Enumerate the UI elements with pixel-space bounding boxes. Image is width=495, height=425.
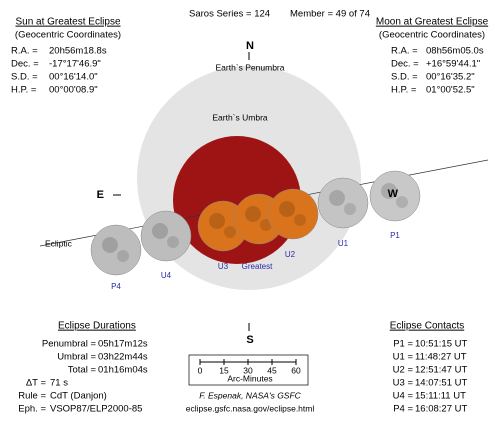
moon-subtitle: (Geocentric Coordinates): [379, 30, 485, 41]
row-label: S.D. =: [11, 72, 38, 83]
row-value: 14:07:51 UT: [415, 378, 467, 389]
row-label: H.P. =: [391, 85, 417, 96]
position-label: P4: [111, 282, 121, 291]
position-label: P1: [390, 231, 400, 240]
row-value: 05h17m12s: [98, 339, 148, 350]
position-label: U3: [218, 262, 229, 271]
moon-mare: [294, 214, 306, 226]
row-value: 11:48:27 UT: [415, 352, 467, 363]
row-label: Dec. =: [391, 59, 419, 70]
row-label: U1 =: [393, 352, 414, 363]
row-value: 15:11:11 UT: [415, 391, 466, 402]
row-label: Total =: [68, 365, 97, 376]
scale-tick-label: 60: [291, 365, 301, 375]
moon-mare: [152, 223, 168, 239]
row-value: 16:08:27 UT: [415, 404, 467, 415]
scale-box: [188, 354, 309, 386]
row-label: Rule =: [18, 391, 46, 402]
saros: Saros Series = 124: [189, 9, 270, 20]
row-value: VSOP87/ELP2000-85: [50, 404, 142, 415]
penumbra-label: Earth`s Penumbra: [216, 62, 285, 72]
scale-tick-label: 30: [243, 365, 253, 375]
row-value: CdT (Danjon): [50, 391, 107, 402]
row-value: 10:51:15 UT: [415, 339, 467, 350]
scale-tick-label: 0: [198, 365, 203, 375]
west: W: [388, 188, 399, 200]
row-value: 00°16'14.0": [49, 72, 98, 83]
sun-subtitle: (Geocentric Coordinates): [15, 30, 121, 41]
credit-author: F. Espenak, NASA's GSFC: [199, 390, 301, 400]
labels: Saros Series = 124 Member = 49 of 74 Sun…: [11, 9, 489, 415]
moon-mare: [102, 237, 118, 253]
row-label: U4 =: [393, 391, 414, 402]
moon-mare: [117, 250, 129, 262]
position-label: U1: [338, 239, 349, 248]
row-value: -17°17'46.9": [49, 59, 101, 70]
moon-mare: [344, 203, 356, 215]
row-label: Dec. =: [11, 59, 39, 70]
moon: [369, 170, 421, 222]
row-value: 01°00'52.5": [426, 85, 475, 96]
position-label: U4: [161, 271, 172, 280]
row-value: +16°59'44.1": [426, 59, 480, 70]
row-value: 20h56m18.8s: [49, 46, 107, 57]
moon-mare: [167, 236, 179, 248]
ecliptic-label: Ecliptic: [45, 238, 73, 248]
scale-tick-label: 15: [219, 365, 229, 375]
row-label: ΔT =: [26, 378, 47, 389]
moon: [90, 224, 142, 276]
moon-positions: [90, 170, 421, 276]
east: E: [97, 189, 104, 201]
moon-mare: [329, 190, 345, 206]
row-label: Eph. =: [18, 404, 46, 415]
moon: [140, 210, 192, 262]
row-label: P4 =: [393, 404, 413, 415]
scale-label: Arc-Minutes: [227, 373, 272, 383]
row-value: 08h56m05.0s: [426, 46, 484, 57]
position-label: Greatest: [242, 262, 273, 271]
member: Member = 49 of 74: [290, 9, 370, 20]
moon-mare: [381, 183, 397, 199]
row-value: 00°16'35.2": [426, 72, 475, 83]
moon-mare: [260, 219, 272, 231]
row-label: U2 =: [393, 365, 414, 376]
row-value: 71 s: [50, 378, 68, 389]
umbra-label: Earth`s Umbra: [212, 112, 268, 122]
sun-title: Sun at Greatest Eclipse: [15, 17, 120, 28]
row-label: H.P. =: [11, 85, 37, 96]
north: N: [246, 40, 254, 52]
row-value: 12:51:47 UT: [415, 365, 467, 376]
moon-mare: [279, 201, 295, 217]
moon-mare: [245, 206, 261, 222]
credit-url: eclipse.gsfc.nasa.gov/eclipse.html: [186, 403, 315, 413]
durations-title: Eclipse Durations: [58, 321, 136, 332]
moon: [317, 177, 369, 229]
row-label: S.D. =: [391, 72, 418, 83]
row-label: P1 =: [393, 339, 413, 350]
moon-mare: [209, 213, 225, 229]
contacts-title: Eclipse Contacts: [390, 321, 464, 332]
south: S: [246, 334, 253, 346]
row-label: U3 =: [393, 378, 414, 389]
scale-tick-label: 45: [267, 365, 277, 375]
row-value: 03h22m44s: [98, 352, 148, 363]
row-value: 01h16m04s: [98, 365, 148, 376]
moon: [267, 188, 319, 240]
moon-mare: [224, 226, 236, 238]
row-label: R.A. =: [391, 46, 418, 57]
position-label: U2: [285, 250, 296, 259]
moon-mare: [396, 196, 408, 208]
row-label: Umbral =: [57, 352, 96, 363]
moon-title: Moon at Greatest Eclipse: [376, 17, 489, 28]
row-value: 00°00'08.9": [49, 85, 98, 96]
row-label: Penumbral =: [42, 339, 97, 350]
row-label: R.A. =: [11, 46, 38, 57]
